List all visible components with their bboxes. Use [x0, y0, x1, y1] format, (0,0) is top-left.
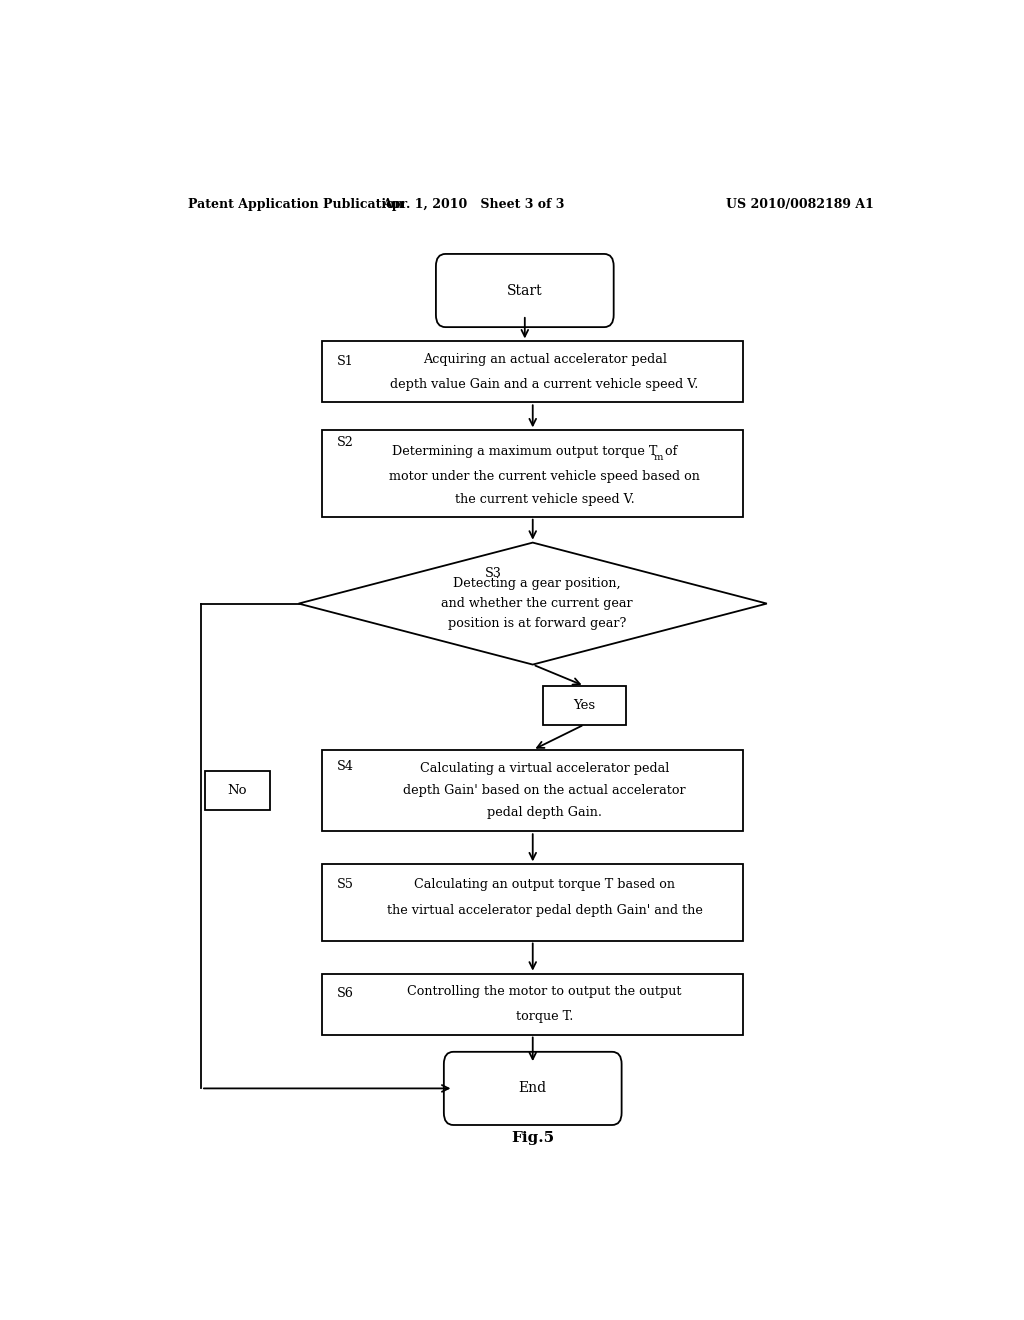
- Text: the current vehicle speed V.: the current vehicle speed V.: [455, 494, 635, 507]
- Text: No: No: [227, 784, 247, 797]
- Bar: [543, 686, 626, 725]
- FancyBboxPatch shape: [436, 253, 613, 327]
- Text: position is at forward gear?: position is at forward gear?: [447, 618, 626, 631]
- Text: Calculating a virtual accelerator pedal: Calculating a virtual accelerator pedal: [420, 762, 670, 775]
- Text: of: of: [662, 445, 678, 458]
- Text: Apr. 1, 2010   Sheet 3 of 3: Apr. 1, 2010 Sheet 3 of 3: [382, 198, 564, 211]
- Bar: [323, 750, 743, 832]
- Text: Yes: Yes: [573, 698, 595, 711]
- Bar: [205, 771, 270, 810]
- Polygon shape: [299, 543, 767, 664]
- Text: Fig.5: Fig.5: [511, 1131, 554, 1146]
- Text: S5: S5: [337, 878, 353, 891]
- Text: Controlling the motor to output the output: Controlling the motor to output the outp…: [408, 985, 682, 998]
- Text: S4: S4: [337, 760, 353, 772]
- Text: Patent Application Publication: Patent Application Publication: [187, 198, 403, 211]
- Text: depth value Gain and a current vehicle speed V.: depth value Gain and a current vehicle s…: [390, 378, 698, 391]
- Text: and whether the current gear: and whether the current gear: [441, 597, 633, 610]
- Text: motor under the current vehicle speed based on: motor under the current vehicle speed ba…: [389, 470, 700, 483]
- Text: torque T.: torque T.: [516, 1010, 573, 1023]
- Text: S2: S2: [337, 437, 353, 450]
- Text: pedal depth Gain.: pedal depth Gain.: [487, 807, 602, 820]
- Text: Calculating an output torque T based on: Calculating an output torque T based on: [414, 878, 675, 891]
- Text: S3: S3: [485, 566, 502, 579]
- Text: US 2010/0082189 A1: US 2010/0082189 A1: [726, 198, 873, 211]
- Text: Start: Start: [507, 284, 543, 297]
- Text: the virtual accelerator pedal depth Gain' and the: the virtual accelerator pedal depth Gain…: [387, 904, 702, 917]
- Text: depth Gain' based on the actual accelerator: depth Gain' based on the actual accelera…: [403, 784, 686, 797]
- Text: S6: S6: [337, 987, 353, 1001]
- Text: Acquiring an actual accelerator pedal: Acquiring an actual accelerator pedal: [423, 354, 667, 366]
- Bar: [323, 342, 743, 403]
- Text: S1: S1: [337, 355, 353, 368]
- FancyBboxPatch shape: [443, 1052, 622, 1125]
- Text: m: m: [653, 453, 663, 462]
- Bar: [323, 865, 743, 941]
- Text: Detecting a gear position,: Detecting a gear position,: [453, 577, 621, 590]
- Text: Determining a maximum output torque T: Determining a maximum output torque T: [392, 445, 657, 458]
- Bar: [323, 430, 743, 516]
- Bar: [323, 974, 743, 1035]
- Text: End: End: [519, 1081, 547, 1096]
